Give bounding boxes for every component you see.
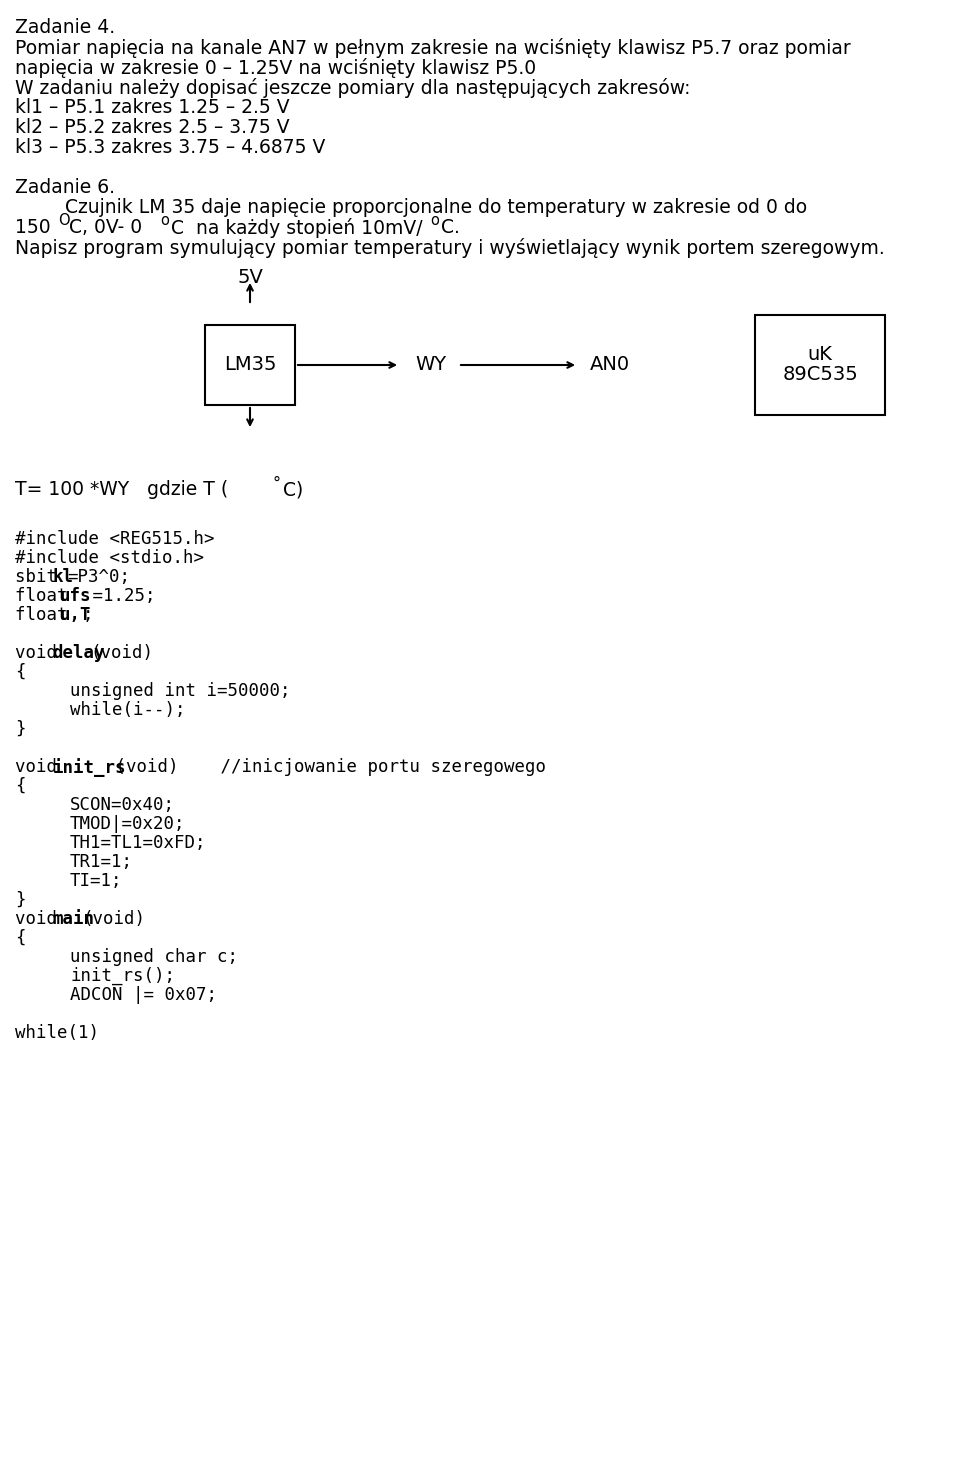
Text: AN0: AN0 bbox=[590, 355, 630, 374]
Text: {: { bbox=[15, 776, 26, 795]
Text: °: ° bbox=[273, 476, 281, 491]
Text: sbit: sbit bbox=[15, 569, 67, 586]
Text: o: o bbox=[430, 214, 439, 228]
Text: Napisz program symulujący pomiar temperatury i wyświetlający wynik portem szereg: Napisz program symulujący pomiar tempera… bbox=[15, 239, 885, 258]
Bar bbox=[755, 315, 885, 415]
Text: kl3 – P5.3 zakres 3.75 – 4.6875 V: kl3 – P5.3 zakres 3.75 – 4.6875 V bbox=[15, 138, 325, 158]
Text: #include <REG515.h>: #include <REG515.h> bbox=[15, 530, 214, 548]
Text: =P3^0;: =P3^0; bbox=[67, 569, 131, 586]
Text: float: float bbox=[15, 588, 78, 605]
Text: {: { bbox=[15, 663, 26, 681]
Text: ufs: ufs bbox=[60, 588, 91, 605]
Text: 5V: 5V bbox=[237, 268, 263, 287]
Text: W zadaniu należy dopisać jeszcze pomiary dla następujących zakresów:: W zadaniu należy dopisać jeszcze pomiary… bbox=[15, 78, 690, 99]
Text: napięcia w zakresie 0 – 1.25V na wciśnięty klawisz P5.0: napięcia w zakresie 0 – 1.25V na wciśnię… bbox=[15, 57, 536, 78]
Text: {: { bbox=[15, 929, 26, 947]
Text: 89C535: 89C535 bbox=[782, 365, 858, 384]
Text: unsigned int i=50000;: unsigned int i=50000; bbox=[70, 682, 291, 700]
Text: WY: WY bbox=[415, 355, 446, 374]
Text: init_rs: init_rs bbox=[53, 759, 126, 776]
Text: float: float bbox=[15, 605, 78, 625]
Text: Czujnik LM 35 daje napięcie proporcjonalne do temperatury w zakresie od 0 do: Czujnik LM 35 daje napięcie proporcjonal… bbox=[65, 197, 807, 217]
Text: main: main bbox=[53, 910, 94, 928]
Text: LM35: LM35 bbox=[224, 355, 276, 374]
Text: void: void bbox=[15, 644, 67, 661]
Text: while(i--);: while(i--); bbox=[70, 701, 185, 719]
Text: C, 0V- 0: C, 0V- 0 bbox=[69, 218, 142, 237]
Text: uK: uK bbox=[807, 346, 832, 364]
Text: kl: kl bbox=[53, 569, 74, 586]
Text: SCON=0x40;: SCON=0x40; bbox=[70, 795, 175, 815]
Text: C  na każdy stopień 10mV/: C na każdy stopień 10mV/ bbox=[171, 218, 422, 239]
Text: Zadanie 4.: Zadanie 4. bbox=[15, 18, 115, 37]
Text: TMOD|=0x20;: TMOD|=0x20; bbox=[70, 815, 185, 834]
Text: C.: C. bbox=[441, 218, 460, 237]
Text: u,T: u,T bbox=[60, 605, 91, 625]
Text: ADCON |= 0x07;: ADCON |= 0x07; bbox=[70, 985, 217, 1005]
Text: ;: ; bbox=[83, 605, 93, 625]
Text: }: } bbox=[15, 720, 26, 738]
Text: kl1 – P5.1 zakres 1.25 – 2.5 V: kl1 – P5.1 zakres 1.25 – 2.5 V bbox=[15, 99, 290, 116]
Text: C): C) bbox=[283, 480, 303, 499]
Text: O: O bbox=[58, 214, 70, 228]
Text: TH1=TL1=0xFD;: TH1=TL1=0xFD; bbox=[70, 834, 206, 851]
Text: init_rs();: init_rs(); bbox=[70, 966, 175, 985]
Text: delay: delay bbox=[53, 644, 105, 661]
Text: void: void bbox=[15, 759, 67, 776]
Text: unsigned char c;: unsigned char c; bbox=[70, 949, 238, 966]
Text: Zadanie 6.: Zadanie 6. bbox=[15, 178, 115, 197]
Text: (void)    //inicjowanie portu szeregowego: (void) //inicjowanie portu szeregowego bbox=[105, 759, 546, 776]
Text: 150: 150 bbox=[15, 218, 51, 237]
Text: TR1=1;: TR1=1; bbox=[70, 853, 133, 871]
Text: T= 100 *WY   gdzie T (: T= 100 *WY gdzie T ( bbox=[15, 480, 228, 499]
Text: (void): (void) bbox=[83, 910, 146, 928]
Text: #include <stdio.h>: #include <stdio.h> bbox=[15, 549, 204, 567]
Text: void: void bbox=[15, 910, 67, 928]
Text: o: o bbox=[160, 214, 169, 228]
Text: =1.25;: =1.25; bbox=[83, 588, 156, 605]
Text: TI=1;: TI=1; bbox=[70, 872, 123, 890]
Text: while(1): while(1) bbox=[15, 1024, 99, 1041]
Text: kl2 – P5.2 zakres 2.5 – 3.75 V: kl2 – P5.2 zakres 2.5 – 3.75 V bbox=[15, 118, 290, 137]
Text: }: } bbox=[15, 891, 26, 909]
Bar bbox=[205, 326, 295, 405]
Text: Pomiar napięcia na kanale AN7 w pełnym zakresie na wciśnięty klawisz P5.7 oraz p: Pomiar napięcia na kanale AN7 w pełnym z… bbox=[15, 38, 851, 57]
Text: (void): (void) bbox=[90, 644, 153, 661]
